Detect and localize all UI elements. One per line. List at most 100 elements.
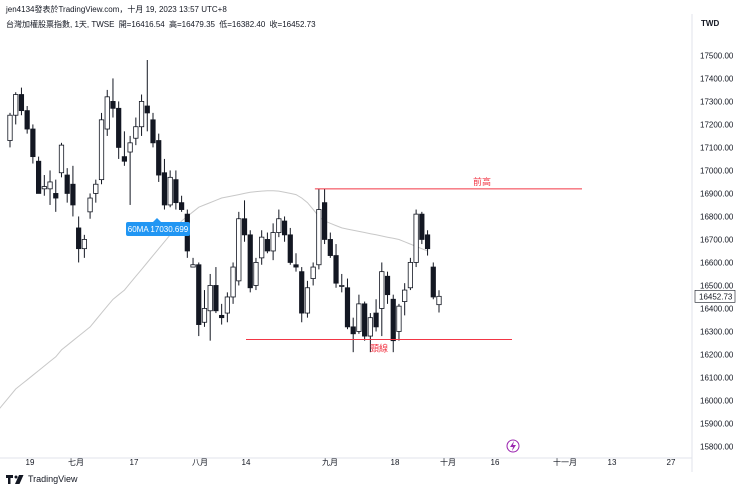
candle-body [344, 287, 351, 328]
candle-body [144, 105, 150, 114]
x-tick-label: 16 [491, 458, 500, 467]
candle-body [213, 285, 219, 312]
candle-body [373, 312, 379, 328]
candle-body [304, 287, 311, 314]
last-price-tag [694, 290, 736, 303]
candle-body [70, 183, 76, 206]
x-tick-label: 27 [667, 458, 676, 467]
candle-body [247, 234, 253, 289]
candle-body [413, 213, 419, 263]
x-tick-label: 19 [26, 458, 35, 467]
ma-label-text: 60MA 17030.699 [128, 225, 189, 234]
y-tick-label: 17300.00 [700, 97, 734, 106]
candle-body [173, 179, 179, 204]
candle-body [167, 176, 173, 206]
candle-body [30, 128, 36, 158]
y-tick-label: 15900.00 [700, 419, 734, 428]
candle-body [36, 160, 42, 194]
candle-body [178, 202, 185, 210]
candle-body [407, 262, 414, 289]
y-tick-label: 16600.00 [700, 258, 734, 267]
candle-body [110, 101, 116, 109]
candle-body [190, 264, 196, 268]
y-tick-label: 17100.00 [700, 143, 734, 152]
y-tick-label: 17000.00 [700, 166, 734, 175]
x-tick-label: 八月 [192, 458, 208, 467]
candle-body [13, 94, 19, 116]
candle-body [156, 140, 162, 176]
candle-body [150, 119, 156, 144]
candle-body [316, 209, 322, 266]
candle-body [436, 295, 442, 306]
candle-body [259, 236, 265, 259]
candle-body [402, 289, 408, 302]
candle-body [76, 227, 82, 250]
candle-body [384, 275, 391, 296]
candle-body [53, 193, 59, 199]
candle-body [138, 101, 145, 128]
candle-body [230, 266, 236, 298]
candle-body [299, 271, 305, 314]
candle-body [41, 186, 47, 190]
candle-body [18, 94, 25, 112]
brand-name: TradingView [28, 474, 78, 484]
candle-body [98, 119, 105, 181]
candle-body [270, 232, 276, 252]
neckline-label: 頸線 [370, 343, 388, 354]
open-value: 開=16416.54 [118, 20, 165, 29]
currency-label: TWD [701, 19, 720, 28]
candle-body [241, 218, 248, 236]
x-tick-label: 17 [130, 458, 139, 467]
ma-label-badge [126, 222, 190, 236]
candle-body [87, 197, 93, 213]
y-tick-label: 16100.00 [700, 373, 734, 382]
y-tick-label: 15800.00 [700, 442, 734, 451]
y-tick-label: 16300.00 [700, 327, 734, 336]
candle-body [219, 314, 225, 319]
close-value: 收=16452.73 [269, 20, 316, 29]
y-tick-label: 17200.00 [700, 120, 734, 129]
tradingview-footer: TradingView [6, 474, 78, 484]
symbol-name: 台灣加權股票指數, 1天, TWSE [6, 20, 115, 29]
publish-info: jen4134發表於TradingView.com，十月 19, 2023 13… [6, 5, 227, 14]
x-tick-label: 18 [391, 458, 400, 467]
low-value: 低=16382.40 [219, 20, 266, 29]
candle-body [276, 218, 282, 233]
x-tick-label: 九月 [322, 458, 338, 467]
candle-body [390, 298, 396, 342]
last-price-text: 16452.73 [699, 292, 733, 301]
candle-body [127, 142, 133, 153]
candle-body [396, 305, 402, 332]
candle-body [293, 264, 299, 268]
candle-body [116, 107, 122, 148]
y-tick-label: 16200.00 [700, 350, 734, 359]
lightning-bolt-icon [510, 441, 516, 451]
candle-body [133, 126, 139, 139]
candle-body [430, 266, 436, 298]
candle-body [64, 174, 70, 194]
x-tick-label: 十一月 [553, 457, 577, 467]
candle-body [121, 156, 127, 162]
y-tick-label: 16700.00 [700, 235, 734, 244]
candle-body [24, 110, 30, 130]
candle-body [58, 144, 65, 174]
x-tick-label: 七月 [68, 458, 84, 467]
y-tick-label: 17500.00 [700, 51, 734, 60]
candle-body [327, 239, 333, 256]
y-tick-label: 17400.00 [700, 74, 734, 83]
candle-body [310, 266, 316, 279]
symbol-legend: 台灣加權股票指數, 1天, TWSE 開=16416.54 高=16479.35… [6, 19, 318, 30]
candle-body [207, 285, 213, 312]
candle-body [367, 317, 373, 337]
candle-body [161, 172, 168, 206]
candle-body [93, 183, 99, 194]
candle-body [236, 218, 242, 282]
x-tick-label: 14 [242, 458, 251, 467]
candle-body [81, 239, 87, 250]
candle-body [224, 296, 230, 314]
y-tick-label: 16500.00 [700, 281, 734, 290]
candle-body [350, 326, 356, 335]
tradingview-logo-icon [6, 474, 24, 484]
high-value: 高=16479.35 [168, 20, 216, 29]
